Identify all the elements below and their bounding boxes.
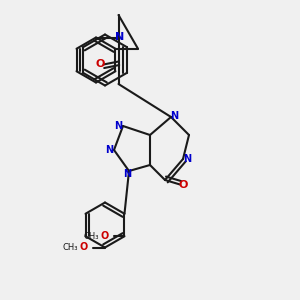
Text: N: N	[105, 145, 114, 155]
Text: O: O	[101, 231, 109, 241]
Text: O: O	[179, 179, 188, 190]
Text: N: N	[114, 121, 123, 131]
Text: CH₃: CH₃	[63, 243, 78, 252]
Text: N: N	[116, 32, 124, 43]
Text: N: N	[183, 154, 192, 164]
Text: N: N	[123, 169, 132, 179]
Text: CH₃: CH₃	[84, 232, 99, 241]
Text: O: O	[96, 59, 105, 70]
Text: O: O	[80, 242, 88, 253]
Text: N: N	[170, 110, 178, 121]
